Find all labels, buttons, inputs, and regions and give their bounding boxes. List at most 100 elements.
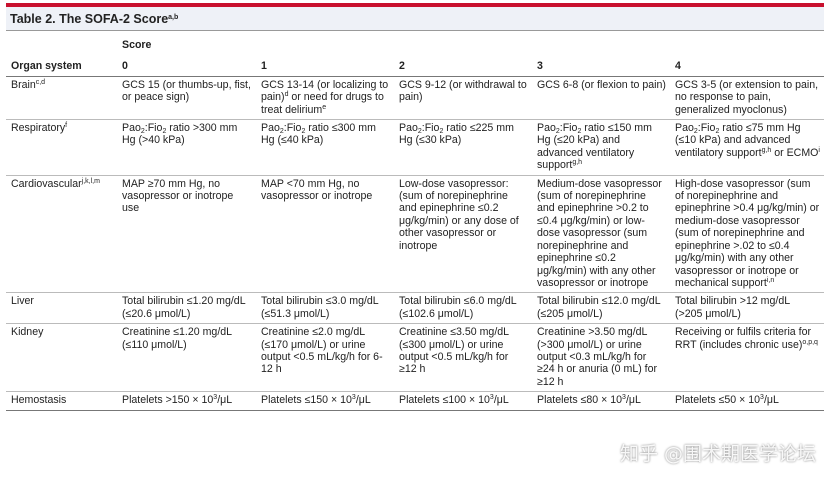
column-header: 1 [256,57,394,77]
watermark: 知乎 @围术期医学论坛 [619,443,816,465]
subscript: 2 [693,128,698,136]
superscript: f [65,122,68,130]
column-header: 0 [117,57,256,77]
superscript: 3 [760,394,764,402]
superscript: e [322,103,327,111]
score-cell: Platelets ≤150 × 103/μL [256,391,394,411]
text: GCS 9-12 (or withdrawal to pain) [399,78,527,104]
table-title: Table 2. The SOFA-2 Scorea,b [6,7,824,31]
organ-cell: Liver [6,292,117,324]
score-header: Score [122,39,152,51]
text: Liver [11,295,34,308]
text: or need for drugs to treat delirium [261,91,384,116]
organ-cell: Brainc,d [6,75,117,120]
text: /μL [217,394,233,407]
score-cell: Pao2:Fio2 ratio ≤150 mm Hg (≤20 kPa) and… [532,119,670,176]
table-row: Hemostasis Platelets >150 × 103/μL Platele… [6,391,825,411]
text: GCS 3-5 (or extension to pain, no respon… [675,78,819,116]
subscript: 2 [279,128,284,136]
subscript: 2 [140,128,145,136]
text: High-dose vasopressor (sum of norepineph… [675,177,820,289]
column-header: 2 [394,57,532,77]
text: Total bilirubin >12 mg/dL (>205 μmol/L) [675,295,790,320]
text: Total bilirubin ≤6.0 mg/dL (≤102.6 μmol/… [399,295,517,320]
text: Pao [537,122,556,135]
text: Creatinine ≤1.20 mg/dL (≤110 μmol/L) [122,326,232,351]
text: :Fio [144,122,163,135]
text: Creatinine ≤2.0 mg/dL (≤170 μmol/L) or u… [261,326,383,376]
score-cell: MAP ≥70 mm Hg, no vasopressor or inotrop… [117,174,256,293]
text: /μL [625,394,641,407]
text: Platelets ≤150 × 10 [261,394,352,407]
score-cell: Platelets ≤80 × 103/μL [532,391,670,411]
text: Platelets ≤50 × 10 [675,394,761,407]
column-header-row: Organ system 0 1 2 3 4 [6,57,825,77]
subscript: 2 [417,128,422,136]
subscript: 2 [715,128,720,136]
score-cell: Low-dose vasopressor: (sum of norepineph… [394,174,532,293]
score-cell: Creatinine ≤3.50 mg/dL (≤300 μmol/L) or … [394,323,532,392]
superscript: 3 [489,394,494,402]
subscript: 2 [439,128,444,136]
table-row: Liver Total bilirubin ≤1.20 mg/dL (≤20.6 … [6,292,825,324]
score-header-row: Score [6,31,824,57]
organ-cell: Kidney [6,323,117,392]
score-cell: GCS 13-14 (or localizing to pain)d or ne… [256,75,394,120]
score-cell: Receiving or fulfils criteria for RRT (i… [670,323,825,392]
text: ratio ≤75 mm Hg (≤10 kPa) and advanced v… [675,122,801,159]
header-cell [6,31,117,57]
superscript: 3 [622,394,626,402]
text: /μL [763,394,779,407]
text: :Fio [559,122,578,135]
superscript: i [818,146,820,154]
subscript: 2 [577,128,582,136]
text: Brain [11,78,36,91]
text: Creatinine >3.50 mg/dL (>300 μmol/L) or … [537,326,658,388]
text: Total bilirubin ≤12.0 mg/dL (≤205 μmol/L… [537,295,661,320]
text: Creatinine ≤3.50 mg/dL (≤300 μmol/L) or … [399,326,509,376]
text: Medium-dose vasopressor (sum of norepine… [537,177,662,289]
score-cell: Platelets ≤100 × 103/μL [394,391,532,411]
organ-cell: Respiratoryf [6,119,117,176]
text: Pao [261,122,280,135]
text: Hemostasis [11,394,67,407]
text: GCS 15 (or thumbs-up, fist, or peace sig… [122,78,251,104]
superscript: 3 [213,394,218,402]
text: Platelets ≤80 × 10 [537,394,623,407]
text: or ECMO [771,146,819,159]
accent-bar [6,3,824,7]
score-cell: Total bilirubin ≤12.0 mg/dL (≤205 μmol/L… [532,292,670,324]
score-cell: GCS 15 (or thumbs-up, fist, or peace sig… [117,75,256,120]
score-cell: Creatinine ≤1.20 mg/dL (≤110 μmol/L) [117,323,256,392]
text: Cardiovascular [11,177,82,190]
organ-cell: Hemostasis [6,391,117,411]
text: ratio ≤300 mm Hg (≤40 kPa) [261,122,376,147]
superscript: c,d [35,78,46,86]
text: Platelets >150 × 10 [122,394,214,407]
text: Pao [675,122,694,135]
text: Respiratory [11,122,66,135]
text: GCS 6-8 (or flexion to pain) [537,78,666,91]
text: Table 2. The SOFA-2 Score [10,12,169,26]
score-cell: Total bilirubin >12 mg/dL (>205 μmol/L) [670,292,825,324]
text: Receiving or fulfils criteria for RRT (i… [675,326,811,351]
score-cell: GCS 9-12 (or withdrawal to pain) [394,75,532,120]
text: :Fio [283,122,302,135]
superscript: i,n [766,276,775,284]
score-cell: MAP <70 mm Hg, no vasopressor or inotrop… [256,174,394,293]
text: /μL [493,394,509,407]
table-row: Kidney Creatinine ≤1.20 mg/dL (≤110 μmol/… [6,323,825,392]
column-header: Organ system [6,57,117,77]
score-cell: Total bilirubin ≤6.0 mg/dL (≤102.6 μmol/… [394,292,532,324]
superscript: j,k,l,m [81,177,100,185]
subscript: 2 [162,128,167,136]
text: :Fio [697,122,716,135]
text: MAP <70 mm Hg, no vasopressor or inotrop… [261,177,373,203]
score-cell: Total bilirubin ≤1.20 mg/dL (≤20.6 μmol/… [117,292,256,324]
text: Total bilirubin ≤3.0 mg/dL (≤51.3 μmol/L… [261,295,379,320]
superscript: d [284,91,289,99]
score-cell: Creatinine ≤2.0 mg/dL (≤170 μmol/L) or u… [256,323,394,392]
text: ratio ≤150 mm Hg (≤20 kPa) and advanced … [537,122,652,172]
score-cell: Total bilirubin ≤3.0 mg/dL (≤51.3 μmol/L… [256,292,394,324]
superscript: o,p,q [802,338,818,346]
